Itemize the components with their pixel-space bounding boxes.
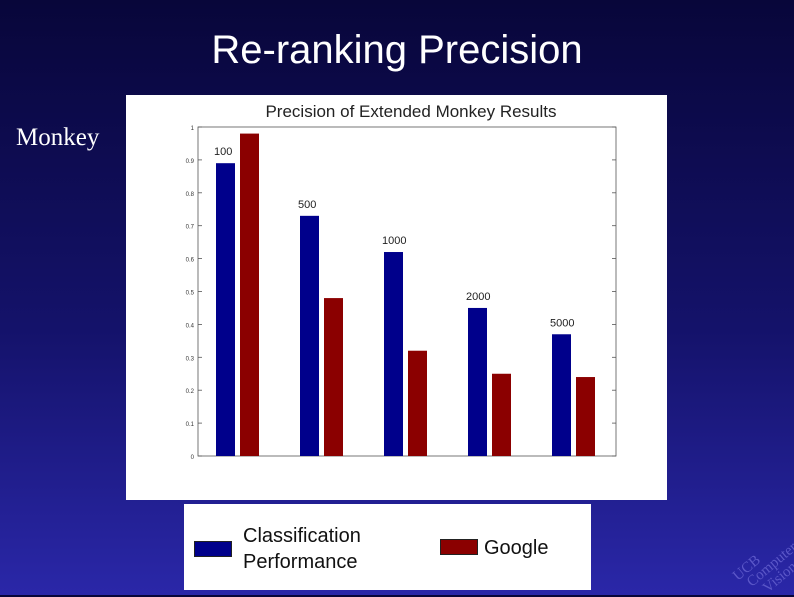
bar-classification — [384, 252, 403, 456]
bar-classification — [552, 334, 571, 456]
side-label: Monkey — [16, 124, 100, 151]
legend-swatch-classification — [194, 541, 232, 557]
ucb-watermark: UCB Computer Vision — [728, 526, 794, 596]
slide-title: Re-ranking Precision — [211, 28, 583, 72]
chart-panel: Precision of Extended Monkey Results 0 0.1… — [126, 95, 667, 500]
legend-label-classification-line1: Classification — [243, 525, 361, 547]
y-tick-label: 0.1 — [186, 422, 195, 428]
category-label: 2000 — [466, 291, 490, 303]
y-tick-label: 0 — [191, 455, 195, 461]
y-tick-label: 0.8 — [186, 192, 195, 198]
bar-classification — [468, 307, 487, 456]
y-tick-label: 1 — [191, 126, 195, 132]
legend-label-classification-line2: Performance — [243, 551, 358, 573]
category-label: 1000 — [382, 235, 406, 247]
category-label: 100 — [214, 146, 232, 158]
bar-google — [576, 377, 595, 456]
y-tick-label: 0.5 — [186, 291, 195, 297]
bar-classification — [216, 163, 235, 456]
bar-google — [408, 350, 427, 456]
y-tick-label: 0.2 — [186, 389, 195, 395]
y-tick-label: 0.9 — [186, 159, 195, 165]
bar-classification — [300, 215, 319, 456]
y-tick-label: 0.3 — [186, 356, 195, 362]
bar-google — [324, 298, 343, 456]
category-label: 500 — [298, 199, 316, 211]
legend: Classification Performance Google — [184, 504, 591, 590]
y-tick-label: 0.7 — [186, 225, 195, 231]
category-label: 5000 — [550, 317, 574, 329]
legend-label-google: Google — [484, 537, 549, 559]
legend-swatch-google — [440, 539, 478, 555]
y-tick-label: 0.4 — [186, 323, 195, 329]
bar-chart: Precision of Extended Monkey Results 0 0.1… — [186, 102, 617, 461]
bar-google — [492, 373, 511, 456]
y-tick-label: 0.6 — [186, 258, 195, 264]
chart-title: Precision of Extended Monkey Results — [265, 102, 556, 121]
bar-google — [240, 133, 259, 456]
